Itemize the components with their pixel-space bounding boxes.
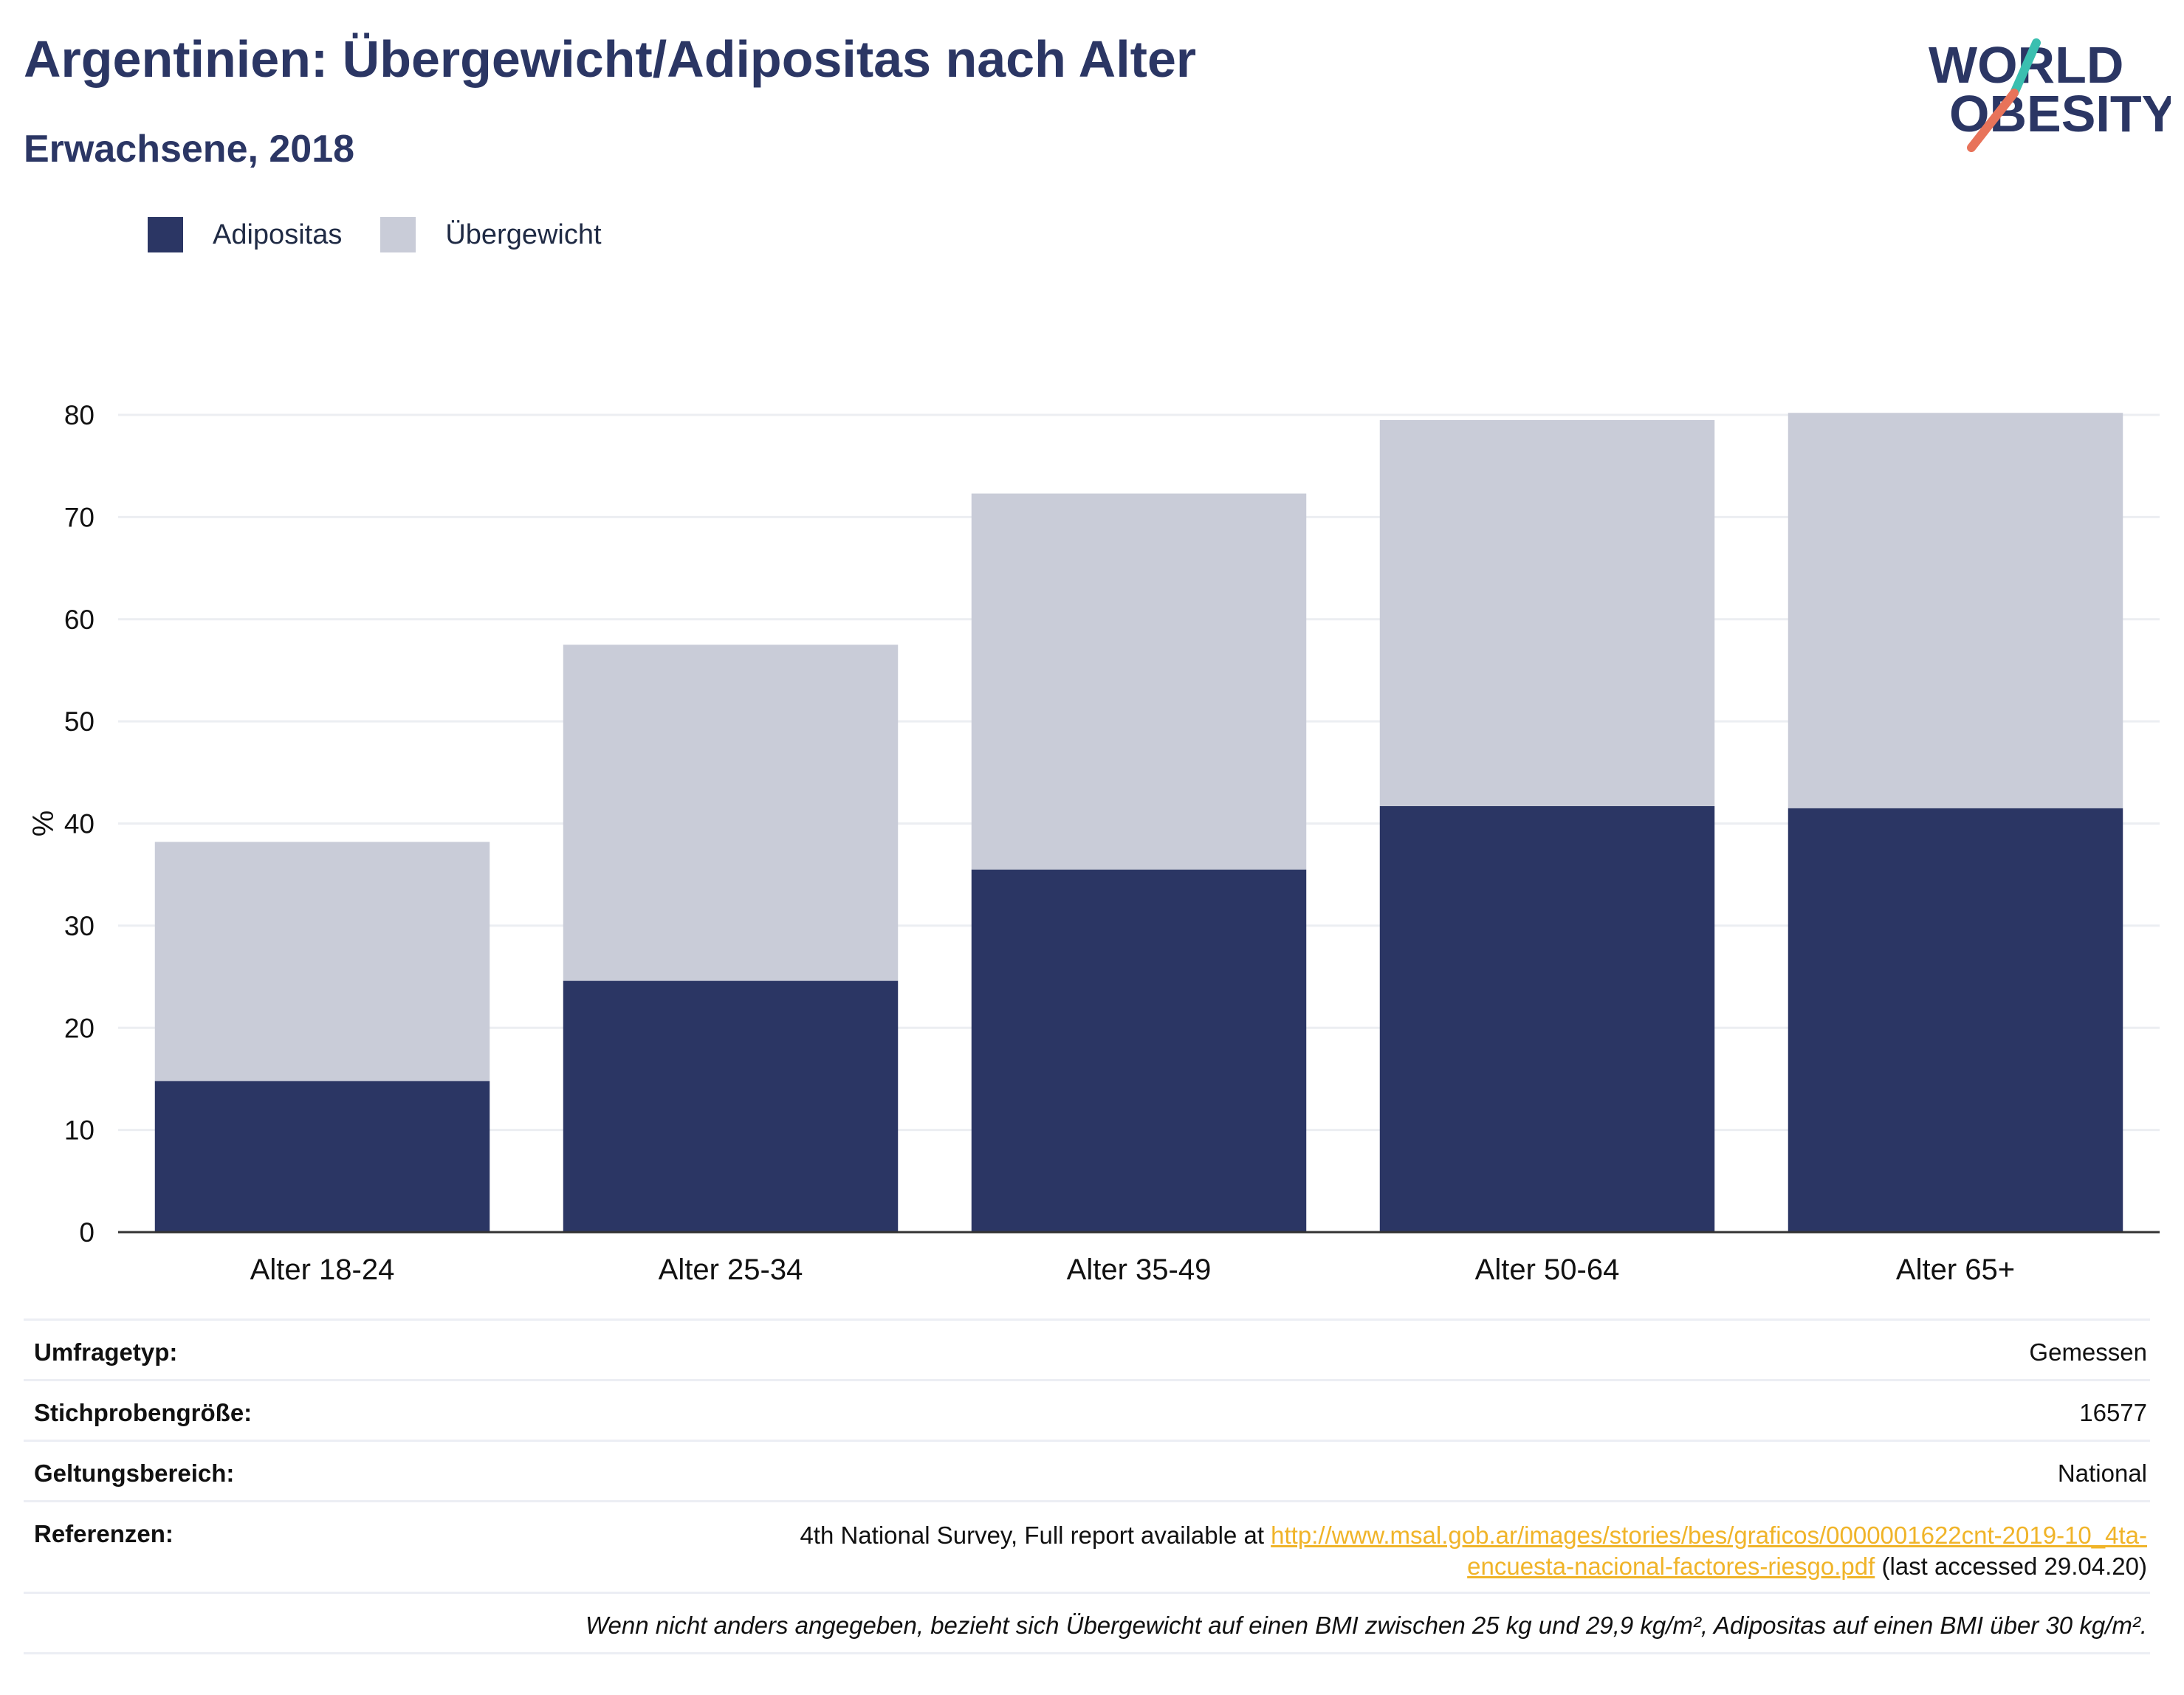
sample-size-label: Stichprobengröße: xyxy=(34,1399,253,1426)
y-tick-label: 0 xyxy=(79,1217,95,1248)
survey-type-label: Umfragetyp: xyxy=(34,1338,178,1366)
bar-adipositas xyxy=(563,980,899,1232)
references-link-part1[interactable]: http://www.msal.gob.ar/images/stories/be… xyxy=(1271,1522,2147,1549)
x-tick-label: Alter 25-34 xyxy=(659,1254,803,1286)
references-prefix: 4th National Survey, Full report availab… xyxy=(800,1522,1271,1549)
y-axis-label: % xyxy=(27,811,60,837)
bar-uebergewicht xyxy=(1379,419,1715,806)
info-row-sample-size: Stichprobengröße: 16577 xyxy=(24,1379,2150,1440)
legend-swatch-adipositas xyxy=(148,217,183,252)
sample-size-value: 16577 xyxy=(2079,1399,2147,1426)
stacked-bar-chart: 0 10 20 30 40 50 60 70 80% Alter 18-24 Alter 25-34… xyxy=(27,400,2160,1286)
y-tick-label: 20 xyxy=(64,1013,95,1043)
references-label: Referenzen: xyxy=(34,1520,174,1547)
x-tick-label: Alter 35-49 xyxy=(1067,1254,1212,1286)
bar-uebergewicht xyxy=(971,493,1307,870)
references-link-part2[interactable]: encuesta-nacional-factores-riesgo.pdf xyxy=(1467,1553,1875,1580)
legend-item-adipositas[interactable]: Adipositas xyxy=(148,217,342,252)
y-tick-label: 70 xyxy=(64,502,95,532)
y-tick-label: 60 xyxy=(64,605,95,635)
bar-adipositas xyxy=(1379,805,1715,1232)
bar-adipositas xyxy=(1788,808,2123,1232)
references-suffix: (last accessed 29.04.20) xyxy=(1875,1553,2147,1580)
world-obesity-logo: WORLD OBESITY xyxy=(1929,36,2171,152)
bar-uebergewicht xyxy=(154,842,490,1082)
y-tick-label: 80 xyxy=(64,400,95,430)
info-row-scope: Geltungsbereich: National xyxy=(24,1440,2150,1500)
y-tick-label: 10 xyxy=(64,1115,95,1146)
x-tick-label: Alter 18-24 xyxy=(250,1254,395,1286)
bar-uebergewicht xyxy=(563,644,899,981)
info-row-references: Referenzen: 4th National Survey, Full re… xyxy=(24,1500,2150,1592)
bar-uebergewicht xyxy=(1788,413,2123,808)
info-row-footnote: Wenn nicht anders angegeben, bezieht sic… xyxy=(24,1592,2150,1652)
survey-info-table: Umfragetyp: Gemessen Stichprobengröße: 1… xyxy=(24,1318,2150,1654)
chart-legend: Adipositas Übergewicht xyxy=(148,217,640,252)
x-tick-label: Alter 50-64 xyxy=(1475,1254,1620,1286)
y-tick-label: 50 xyxy=(64,706,95,737)
survey-type-value: Gemessen xyxy=(2029,1338,2147,1366)
info-row-survey-type: Umfragetyp: Gemessen xyxy=(24,1318,2150,1379)
info-bottom-divider xyxy=(24,1652,2150,1654)
footnote-text: Wenn nicht anders angegeben, bezieht sic… xyxy=(585,1612,2147,1639)
references-value: 4th National Survey, Full report availab… xyxy=(800,1520,2150,1582)
logo-slash-teal xyxy=(2010,38,2041,97)
logo-slash-coral xyxy=(1967,89,2019,152)
bar-adipositas xyxy=(971,869,1307,1232)
scope-label: Geltungsbereich: xyxy=(34,1460,235,1487)
x-tick-label: Alter 65+ xyxy=(1896,1254,2015,1286)
scope-value: National xyxy=(2057,1460,2147,1487)
legend-label-uebergewicht: Übergewicht xyxy=(445,219,602,250)
y-tick-label: 30 xyxy=(64,911,95,941)
chart-title: Argentinien: Übergewicht/Adipositas nach… xyxy=(24,30,1197,88)
bar-adipositas xyxy=(154,1081,490,1232)
y-tick-label: 40 xyxy=(64,809,95,839)
chart-subtitle: Erwachsene, 2018 xyxy=(24,128,355,171)
legend-label-adipositas: Adipositas xyxy=(213,219,343,250)
legend-item-uebergewicht[interactable]: Übergewicht xyxy=(380,217,602,252)
legend-swatch-uebergewicht xyxy=(380,217,416,252)
